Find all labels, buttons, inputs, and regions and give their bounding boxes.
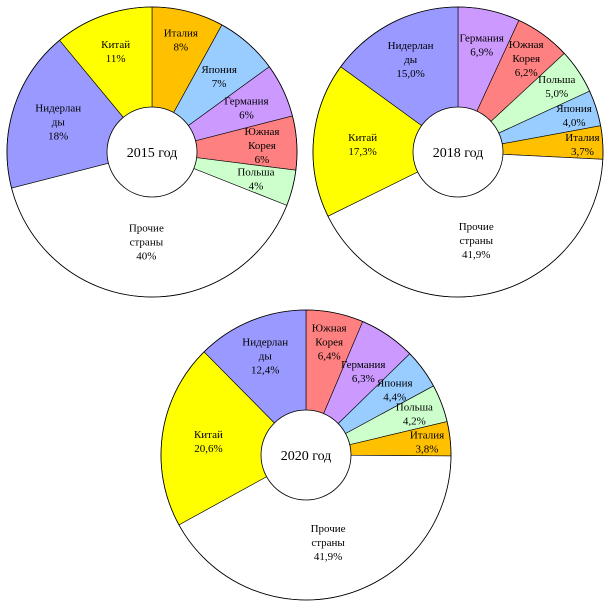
- slice-label-poland: Польша 4,2%: [396, 402, 433, 428]
- chart-outline: [312, 6, 604, 298]
- slice-label-netherlands: Нидерлан ды 12,4%: [242, 337, 288, 377]
- chart-outline: [6, 6, 298, 298]
- chart-outline: [160, 309, 452, 601]
- slice-label-japan: Япония 4,4%: [377, 378, 413, 404]
- slice-label-germany: Германия 6%: [224, 96, 268, 122]
- slice-label-italy: Италия 3,8%: [410, 429, 444, 455]
- slice-label-china: Китай 11%: [101, 39, 130, 65]
- donut-chart-3: Южная Корея 6,4%Германия 6,3% Япония 4,4%Поль…: [160, 309, 452, 601]
- slice-label-south-korea: Южная Корея 6,4%: [312, 322, 347, 362]
- slice-label-south-korea: Южная Корея 6,2%: [509, 39, 544, 79]
- slice-label-germany: Германия 6,3%: [341, 359, 385, 385]
- slice-label-germany: Германия 6,9%: [460, 32, 504, 58]
- donut-hole: [260, 409, 352, 501]
- donut-chart-2: Германия 6,9%Южная Корея 6,2%Польша 5,0% Япон…: [312, 6, 604, 298]
- slice-label-italy: Италия 8%: [164, 28, 198, 54]
- slice-label-china: Китай 20,6%: [194, 429, 223, 455]
- donut-hole: [106, 106, 198, 198]
- slice-label-other-countries: Прочие страны 41,9%: [311, 523, 346, 563]
- donut-chart-1: Италия 8%Япония 7% Германия 6% Южная Корея 6%По…: [6, 6, 298, 298]
- center-year-label: 2018 год: [433, 146, 484, 161]
- slice-label-south-korea: Южная Корея 6%: [245, 126, 280, 166]
- slice-label-netherlands: Нидерлан ды 15,0%: [388, 40, 434, 80]
- slice-label-netherlands: Нидерлан ды 18%: [35, 103, 81, 143]
- center-year-label: 2015 год: [127, 146, 178, 161]
- slice-label-italy: Италия 3,7%: [565, 132, 599, 158]
- slice-label-japan: Япония 4,0%: [556, 103, 592, 129]
- slice-label-other-countries: Прочие страны 40%: [129, 223, 164, 263]
- center-year-label: 2020 год: [281, 449, 332, 464]
- slice-label-poland: Польша 4%: [237, 167, 274, 193]
- slice-label-japan: Япония 7%: [201, 64, 237, 90]
- slice-label-other-countries: Прочие страны 41,9%: [459, 221, 494, 261]
- slice-label-poland: Польша 5,0%: [538, 74, 575, 100]
- slice-label-china: Китай 17,3%: [348, 132, 377, 158]
- donut-hole: [412, 106, 504, 198]
